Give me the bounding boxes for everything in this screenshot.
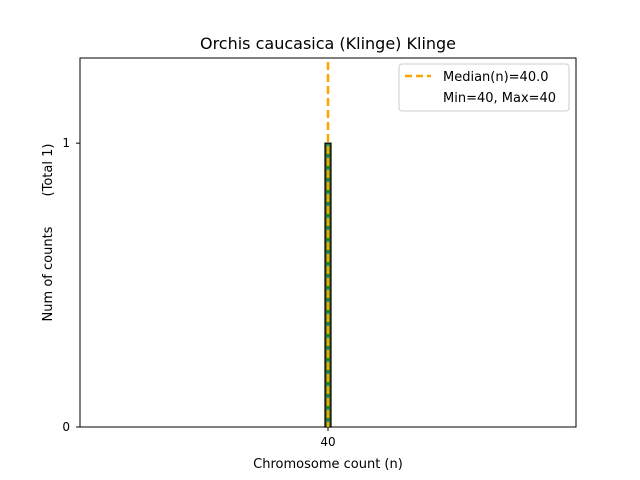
- legend-median-label: Median(n)=40.0: [443, 70, 549, 85]
- legend: Median(n)=40.0 Min=40, Max=40: [398, 63, 570, 112]
- y-axis-label-group: Num of counts (Total 1): [41, 144, 56, 322]
- legend-box: [398, 63, 570, 112]
- legend-minmax-label: Min=40, Max=40: [443, 91, 556, 106]
- bar-group: [80, 142, 352, 428]
- y-axis-label: Num of counts: [41, 226, 56, 321]
- y-ticks: 01: [62, 136, 80, 434]
- x-axis-label: Chromosome count (n): [253, 457, 403, 472]
- x-tick-label: 40: [320, 435, 335, 449]
- y-axis-label-total: (Total 1): [41, 144, 56, 197]
- y-tick-label: 1: [62, 136, 70, 150]
- x-ticks: 40: [320, 427, 336, 449]
- y-tick-label: 0: [62, 420, 70, 434]
- chart-title: Orchis caucasica (Klinge) Klinge: [200, 34, 456, 53]
